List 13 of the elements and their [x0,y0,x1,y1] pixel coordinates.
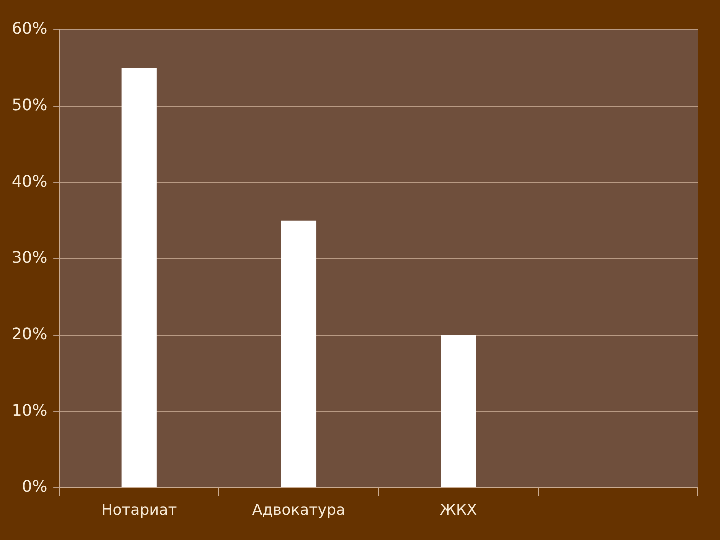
y-tick-label: 20% [12,324,48,344]
y-tick-label: 30% [12,248,48,268]
y-tick-label: 40% [12,172,48,191]
x-tick-label: ЖКХ [440,500,478,519]
y-tick-label: 50% [12,95,48,114]
bar [122,68,157,488]
x-tick-label: Адвокатура [252,500,346,519]
x-tick-label: Нотариат [102,500,178,519]
bar [441,335,476,488]
bar [281,220,317,488]
y-tick-label: 0% [22,477,48,496]
y-tick-label: 60% [12,19,48,38]
y-tick-label: 10% [12,400,48,420]
